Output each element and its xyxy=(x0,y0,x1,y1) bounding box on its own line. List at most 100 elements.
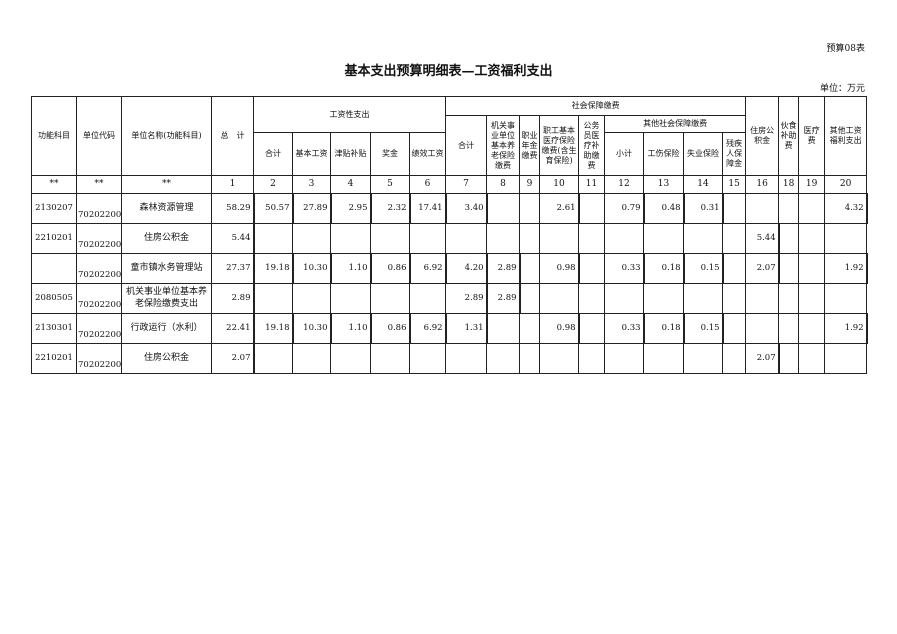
amount-cell xyxy=(643,223,685,254)
header-wage: 工资性支出 xyxy=(252,96,447,133)
amount-cell xyxy=(778,193,800,224)
column-number: 7 xyxy=(445,175,488,194)
table-row: 2080505702022008机关事业单位基本养老保险缴费支出2.892.89… xyxy=(31,283,868,314)
func-code-cell: 2130207 xyxy=(31,193,77,224)
amount-cell: 0.86 xyxy=(370,253,411,284)
amount-cell xyxy=(486,193,521,224)
column-number: 12 xyxy=(604,175,645,194)
amount-cell: 58.29 xyxy=(211,193,255,224)
amount-cell: 27.37 xyxy=(211,253,255,284)
header-wage-sub: 合计 xyxy=(253,132,293,176)
amount-cell: 50.57 xyxy=(253,193,294,224)
amount-cell: 0.98 xyxy=(539,253,580,284)
amount-cell: 0.15 xyxy=(683,253,724,284)
amount-cell xyxy=(519,223,541,254)
amount-cell: 0.79 xyxy=(604,193,645,224)
column-number: ** xyxy=(76,175,122,194)
table-row: 702022008童市镇水务管理站27.3719.1810.301.100.86… xyxy=(31,253,868,284)
amount-cell xyxy=(798,313,826,344)
amount-cell xyxy=(778,223,800,254)
column-number: 2 xyxy=(253,175,293,194)
amount-cell: 0.86 xyxy=(370,313,411,344)
amount-cell: 0.48 xyxy=(643,193,685,224)
amount-cell xyxy=(253,223,293,254)
amount-cell: 1.92 xyxy=(824,313,868,344)
amount-cell: 2.95 xyxy=(330,193,372,224)
header-housing: 住房公积金 xyxy=(745,96,780,176)
amount-cell xyxy=(292,223,331,254)
amount-cell xyxy=(445,343,488,374)
column-number: ** xyxy=(31,175,77,194)
amount-cell xyxy=(370,343,410,374)
func-code-cell: 2210201 xyxy=(31,223,77,254)
header-wage-sub: 津贴补贴 xyxy=(330,132,371,176)
amount-cell xyxy=(292,343,331,374)
amount-cell: 0.15 xyxy=(683,313,724,344)
header-pension: 机关事业单位基本养老保险缴费 xyxy=(486,115,521,176)
amount-cell: 1.92 xyxy=(824,253,868,284)
amount-cell xyxy=(539,283,580,314)
column-number: 15 xyxy=(722,175,747,194)
unit-name-cell: 住房公积金 xyxy=(121,223,212,254)
amount-cell xyxy=(722,283,747,314)
column-number: 1 xyxy=(211,175,254,194)
page-title: 基本支出预算明细表—工资福利支出 xyxy=(344,64,553,79)
amount-cell xyxy=(824,283,868,314)
amount-cell xyxy=(578,313,606,344)
amount-cell: 6.92 xyxy=(408,253,447,284)
amount-cell: 1.10 xyxy=(330,313,372,344)
unit-name-cell: 机关事业单位基本养老保险缴费支出 xyxy=(121,283,212,314)
header-other-sub: 工伤保险 xyxy=(643,132,685,176)
budget-table: 功能科目 单位代码 单位名称(功能科目) 总 计 工资性支出 社会保障缴费 住房… xyxy=(31,96,868,374)
amount-cell xyxy=(578,253,606,284)
amount-cell xyxy=(408,283,447,314)
amount-cell: 0.18 xyxy=(643,313,685,344)
amount-cell: 2.07 xyxy=(211,343,255,374)
amount-cell: 10.30 xyxy=(292,253,332,284)
amount-cell xyxy=(683,283,724,314)
amount-cell xyxy=(330,223,371,254)
header-wage-sub: 奖金 xyxy=(370,132,410,176)
column-number: 10 xyxy=(539,175,580,194)
func-code-cell: 2080505 xyxy=(31,283,77,314)
header-other-sub: 残疾人保障金 xyxy=(722,132,747,176)
amount-cell xyxy=(604,283,645,314)
column-number: 18 xyxy=(778,175,800,194)
amount-cell xyxy=(330,343,371,374)
amount-cell xyxy=(539,343,580,374)
header-wage-sub: 基本工资 xyxy=(292,132,331,176)
amount-cell xyxy=(519,343,541,374)
amount-cell: 6.92 xyxy=(408,313,447,344)
column-number: 16 xyxy=(745,175,780,194)
amount-cell xyxy=(778,343,800,374)
column-number: 5 xyxy=(370,175,410,194)
amount-cell xyxy=(330,283,371,314)
header-medical: 职工基本医疗保险缴费(含生育保险) xyxy=(539,115,580,176)
header-meal: 伙食补助费 xyxy=(778,96,800,176)
func-code-cell xyxy=(31,253,77,284)
unit-code-cell: 702022008 xyxy=(76,283,122,314)
amount-cell xyxy=(745,283,780,314)
header-social-sum: 合计 xyxy=(445,115,488,176)
amount-cell xyxy=(798,193,826,224)
amount-cell xyxy=(408,343,447,374)
header-other-social: 其他社会保障缴费 xyxy=(604,115,747,133)
amount-cell: 17.41 xyxy=(408,193,447,224)
amount-cell xyxy=(253,283,293,314)
header-code: 单位代码 xyxy=(76,96,122,176)
amount-cell: 2.89 xyxy=(486,283,521,314)
amount-cell xyxy=(778,313,800,344)
header-total: 总 计 xyxy=(211,96,254,176)
column-number: 19 xyxy=(798,175,826,194)
amount-cell: 1.31 xyxy=(445,313,488,344)
amount-cell xyxy=(643,283,685,314)
amount-cell xyxy=(519,193,541,224)
amount-cell: 5.44 xyxy=(745,223,780,254)
amount-cell: 1.10 xyxy=(330,253,372,284)
amount-cell xyxy=(578,343,606,374)
amount-cell xyxy=(578,193,606,224)
amount-cell xyxy=(722,193,747,224)
amount-cell xyxy=(798,343,826,374)
column-number: 3 xyxy=(292,175,331,194)
header-med-fee: 医疗费 xyxy=(798,96,826,176)
